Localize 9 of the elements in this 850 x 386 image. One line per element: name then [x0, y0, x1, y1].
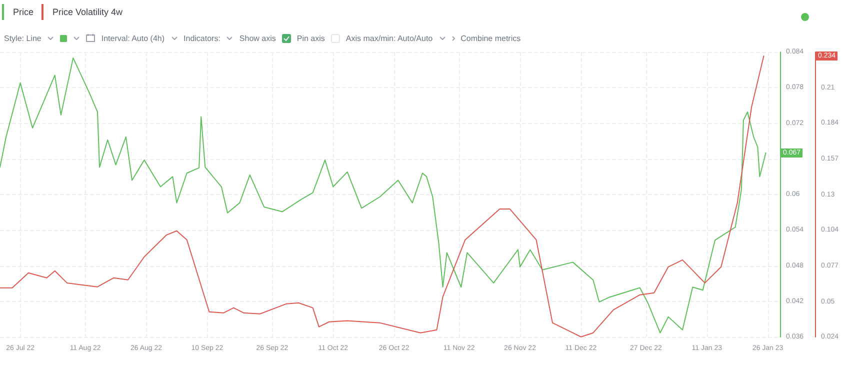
text: Pin axis — [296, 34, 325, 42]
text: Indicators: — [184, 34, 220, 42]
text: Show axis — [239, 34, 276, 42]
text: Axis max/min: Auto/Auto — [346, 34, 433, 42]
text: Combine metrics — [460, 34, 521, 42]
legend-label: Price Volatility 4w — [52, 7, 124, 17]
text: Style: Line — [4, 34, 42, 42]
legend-label: Price — [13, 7, 34, 17]
text: Interval: Auto (4h) — [101, 34, 165, 42]
